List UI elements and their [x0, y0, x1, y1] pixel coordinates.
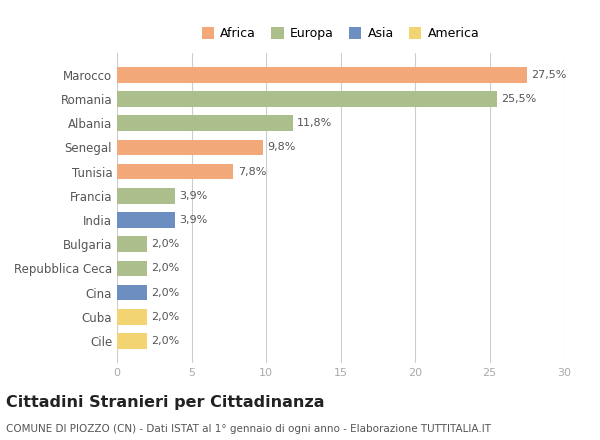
Text: 2,0%: 2,0% [151, 264, 179, 273]
Text: 3,9%: 3,9% [179, 191, 208, 201]
Bar [117, 139, 263, 155]
Bar [117, 188, 175, 204]
Legend: Africa, Europa, Asia, America: Africa, Europa, Asia, America [202, 27, 479, 40]
Bar [117, 309, 147, 325]
Text: 25,5%: 25,5% [502, 94, 536, 104]
Text: COMUNE DI PIOZZO (CN) - Dati ISTAT al 1° gennaio di ogni anno - Elaborazione TUT: COMUNE DI PIOZZO (CN) - Dati ISTAT al 1°… [6, 424, 491, 434]
Text: 2,0%: 2,0% [151, 239, 179, 249]
Bar [117, 236, 147, 252]
Text: 2,0%: 2,0% [151, 312, 179, 322]
Text: 11,8%: 11,8% [297, 118, 332, 128]
Text: 3,9%: 3,9% [179, 215, 208, 225]
Bar [117, 67, 527, 83]
Bar [117, 212, 175, 228]
Text: 2,0%: 2,0% [151, 288, 179, 297]
Bar [117, 115, 293, 131]
Bar [117, 285, 147, 301]
Bar [117, 91, 497, 107]
Bar [117, 260, 147, 276]
Bar [117, 164, 233, 180]
Text: 27,5%: 27,5% [531, 70, 566, 80]
Text: 9,8%: 9,8% [268, 143, 296, 152]
Text: Cittadini Stranieri per Cittadinanza: Cittadini Stranieri per Cittadinanza [6, 395, 325, 410]
Text: 2,0%: 2,0% [151, 336, 179, 346]
Text: 7,8%: 7,8% [238, 167, 266, 176]
Bar [117, 333, 147, 349]
